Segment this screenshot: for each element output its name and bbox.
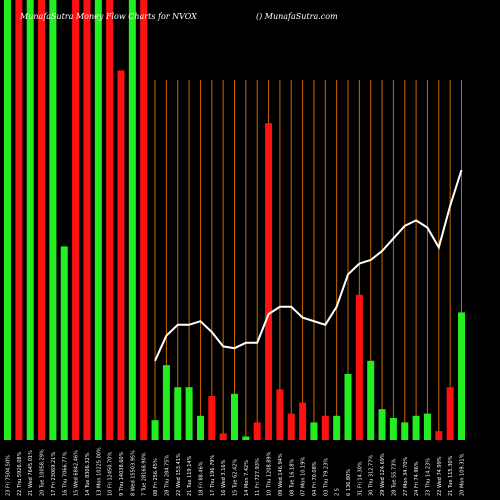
bar-up [242,436,250,440]
bar-series [4,0,465,441]
bar-down [446,387,454,440]
x-tick-label: 08 Tue 16.18% [289,459,295,496]
x-tick-label: 16 Thu 7066.77% [62,451,68,496]
x-tick-label: 07 Mon 10.19% [301,457,307,496]
x-tick-label: 20 Tue 10058.29% [40,449,46,496]
bar-down [106,0,114,440]
x-tick-label: 2 5 [335,488,341,496]
x-tick-label: 03 Thu 79.23% [323,458,329,496]
x-tick-label: 28 Thu 284.75% [164,455,170,496]
x-tick-label: 28 Tue 55.73% [391,459,397,496]
x-tick-label: 21 Wed 7645.01% [28,450,34,496]
x-tick-label: 17 Fri 23069.21% [51,452,57,496]
money-flow-line [154,169,463,362]
bar-up [401,422,409,440]
bar-up [128,0,136,440]
x-tick-label: 14 Mon 7.42% [244,460,250,496]
x-tick-label: 22 Wed 153.41% [176,453,182,496]
x-tick-label: 30 Thu 312.77% [369,455,375,496]
bar-down [219,433,227,440]
bar-up [162,365,170,440]
x-tick-label: 18 Fri 88.46% [198,461,204,496]
x-tick-label: 10 Fri 12450.70% [108,452,114,496]
bar-down [38,0,46,440]
bar-up [423,413,431,440]
bar-down [117,70,125,441]
x-tick-label: 09 Wed 146.94% [278,453,284,496]
x-tick-label: 21 Tue 115.30% [448,455,454,496]
bar-up [412,415,420,440]
x-tick-label: 14 Tue 8306.32% [85,452,91,496]
x-tick-label: 23 Thu 14.23% [425,458,431,496]
x-tick-label: 21 Tue 119.14% [187,455,193,496]
x-tick-label: 29 Wed 124.69% [380,453,386,496]
bar-down [287,413,295,440]
bar-down [355,294,363,440]
x-tick-label: 10 Thu 1208.89% [267,451,273,496]
x-tick-labels: 23 Fri 7504.50% 22 Thu 5926.08% 21 Wed 764… [6,447,466,496]
bar-down [435,431,443,440]
site-credit: () MunafaSutra.com [256,12,338,21]
bar-up [196,415,204,440]
bar-up [174,387,182,440]
bar-down [321,415,329,440]
bar-up [389,418,397,440]
bar-down [15,0,23,440]
x-tick-label: 23 Fri 7504.50% [6,455,12,496]
x-tick-label: 15 Wed 6842.46% [74,450,80,496]
bar-up [367,360,375,440]
bar-up [344,374,352,440]
bar-down [72,0,80,440]
bar-up [4,0,11,440]
bar-down [208,396,216,440]
grid-lines [154,80,462,440]
x-tick-label: 20 Mon 109.31% [460,453,466,496]
bar-up [49,0,57,440]
bar-up [94,0,102,440]
bar-up [60,246,68,440]
bar-up [185,387,193,440]
x-tick-label: 04 Fri 70.08% [312,461,318,496]
x-tick-label: 16 Wed 3.16% [221,459,227,496]
x-tick-label: 08 Fri 256.45% [153,458,159,496]
x-tick-label: 6 136.80% [346,469,352,496]
x-tick-label: 7 Tue 28168.90% [142,452,148,496]
x-tick-label: 9 Thu 14038.60% [119,451,125,496]
x-tick-label: 17 Thu 196.79% [210,455,216,496]
x-tick-label: 31 Fri 14.30% [357,461,363,496]
bar-up [333,415,341,440]
bar-up [151,420,159,440]
bar-down [265,123,273,440]
x-tick-label: 11 Fri 727.93% [255,458,261,496]
x-tick-label: 22 Thu 5926.08% [17,451,23,496]
line-series [154,169,463,362]
bar-up [458,312,465,440]
x-tick-label: 8 Wed 15503.95% [130,450,136,496]
bar-down [83,0,91,440]
bar-down [276,389,284,440]
bar-up [378,409,386,440]
bar-up [310,422,318,440]
chart-title: MunafaSutra Money Flow Charts for NVOX [20,12,197,21]
x-tick-label: 24 Fri 74.96% [414,461,420,496]
x-tick-label: 13 Mon 10225.00% [96,447,102,496]
bar-down [140,0,148,440]
x-tick-label: 27 Mon 34.70% [403,457,409,496]
bar-down [299,402,307,440]
bar-up [231,393,238,440]
x-tick-label: 15 Tue 62.42% [233,459,239,496]
x-tick-label: 22 Wed 74.99% [437,456,443,496]
bar-up [26,0,34,440]
bar-down [253,422,261,440]
